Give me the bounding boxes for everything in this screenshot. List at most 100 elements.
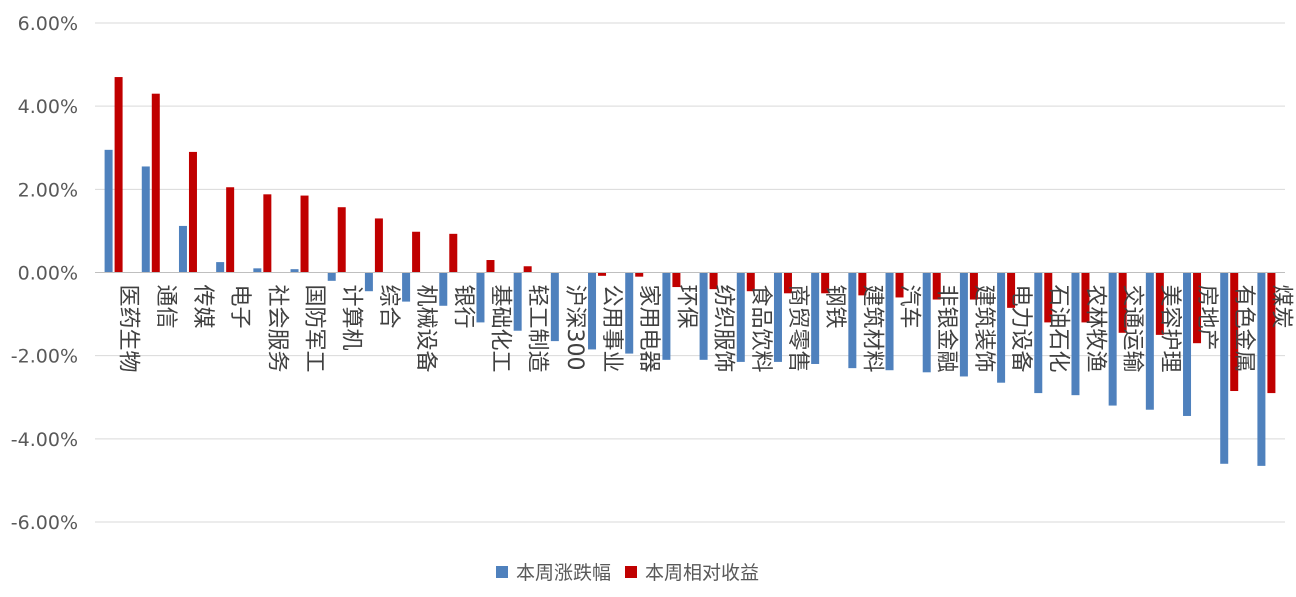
legend-label-series-2: 本周相对收益 [645, 562, 760, 584]
bar-series-2 [932, 272, 941, 300]
category-label: 轻工制造 [525, 285, 550, 373]
category-label: 纺织服饰 [711, 285, 736, 373]
bar-series-1 [1034, 272, 1043, 394]
bar-series-1 [1220, 272, 1229, 464]
bar-series-1 [1145, 272, 1154, 410]
bar-series-1 [1257, 272, 1266, 466]
bar-series-1 [662, 272, 671, 360]
category-label: 综合 [376, 285, 401, 329]
bar-series-2 [821, 272, 830, 294]
y-tick-label: -2.00% [11, 346, 78, 368]
category-label: 煤炭 [1268, 285, 1293, 329]
bar-series-2 [300, 195, 309, 273]
bar-series-1 [550, 272, 559, 342]
bars [104, 77, 1276, 466]
category-label: 通信 [153, 285, 178, 329]
bar-series-1 [402, 272, 411, 302]
bar-series-1 [997, 272, 1006, 383]
bar-series-1 [848, 272, 857, 369]
y-tick-label: -6.00% [11, 512, 78, 534]
bar-series-1 [364, 272, 373, 292]
bar-series-1 [1108, 272, 1117, 406]
category-label: 房地产 [1194, 285, 1219, 351]
bar-series-2 [263, 194, 272, 273]
bar-series-1 [588, 272, 597, 350]
bar-series-2 [188, 151, 197, 273]
bar-series-2 [151, 93, 160, 273]
bar-series-2 [114, 77, 123, 273]
bar-series-1 [253, 268, 262, 273]
legend-item-series-2: 本周相对收益 [625, 558, 759, 585]
category-label: 计算机 [339, 285, 364, 351]
bar-series-2 [709, 272, 718, 290]
bar-series-1 [699, 272, 708, 360]
bar-series-2 [672, 272, 681, 288]
bar-series-2 [523, 266, 532, 273]
bar-series-2 [486, 260, 495, 273]
bar-series-2 [969, 272, 978, 300]
bar-series-1 [625, 272, 634, 354]
category-label: 电子 [227, 285, 252, 329]
legend-item-series-1: 本周涨跌幅 [496, 558, 611, 585]
category-labels: 医药生物 通信 传媒 电子 社会服务 国防军工 计算机 综合 机械设备 银行 基础化工 轻工制造 沪深3… [116, 285, 1294, 373]
legend-swatch-series-2 [625, 565, 638, 578]
bar-series-2 [1007, 272, 1016, 308]
bar-series-2 [337, 207, 346, 273]
category-label: 国防军工 [302, 285, 327, 373]
category-label: 食品饮料 [748, 285, 773, 373]
bar-series-2 [449, 233, 458, 273]
bar-series-1 [1071, 272, 1080, 396]
category-label: 有色金属 [1231, 285, 1256, 373]
category-label: 非银金融 [934, 285, 959, 373]
bar-series-2 [598, 272, 607, 276]
category-label: 基础化工 [487, 285, 512, 373]
bar-series-2 [1044, 272, 1053, 323]
y-tick-label: 2.00% [18, 179, 78, 201]
bar-series-1 [439, 272, 448, 306]
category-label: 建筑装饰 [971, 285, 996, 373]
bar-series-1 [178, 225, 187, 273]
category-label: 沪深300 [562, 285, 587, 371]
category-label: 社会服务 [264, 285, 289, 373]
bar-series-2 [635, 272, 644, 277]
bar-series-2 [895, 272, 904, 298]
category-label: 石油石化 [1045, 285, 1070, 373]
category-label: 电力设备 [1008, 285, 1033, 373]
category-label: 医药生物 [116, 285, 141, 373]
category-label: 公用事业 [599, 285, 624, 373]
bar-series-2 [1155, 272, 1164, 335]
bar-series-2 [746, 272, 755, 292]
bar-series-1 [216, 262, 225, 273]
legend-label-series-1: 本周涨跌幅 [516, 562, 612, 584]
bar-series-2 [783, 272, 792, 294]
category-label: 建筑材料 [859, 285, 884, 373]
category-label: 银行 [450, 285, 475, 329]
category-label: 交通运输 [1120, 285, 1145, 373]
category-label: 美容护理 [1157, 285, 1182, 373]
bar-series-1 [141, 166, 150, 273]
bar-series-1 [513, 272, 522, 331]
bar-series-1 [811, 272, 820, 364]
bar-series-1 [885, 272, 894, 371]
bar-series-2 [374, 218, 383, 273]
bar-series-2 [1230, 272, 1239, 392]
bar-series-2 [1267, 272, 1276, 394]
category-label: 汽车 [897, 285, 922, 329]
bar-series-1 [327, 272, 336, 281]
y-tick-label: 4.00% [18, 96, 78, 118]
bar-series-1 [104, 149, 113, 273]
bar-series-2 [1193, 272, 1202, 344]
bar-series-1 [773, 272, 782, 362]
category-label: 家用电器 [636, 285, 661, 373]
y-axis-tick-labels: 6.00% 4.00% 2.00% 0.00% -2.00% -4.00% -6.00% [11, 13, 78, 534]
legend-swatch-series-1 [496, 565, 508, 578]
category-label: 钢铁 [822, 285, 847, 329]
category-label: 环保 [673, 285, 698, 329]
category-label: 传媒 [190, 285, 215, 329]
bar-series-1 [959, 272, 968, 377]
bar-series-1 [290, 269, 299, 273]
bar-series-1 [922, 272, 931, 373]
bar-series-1 [736, 272, 745, 362]
bar-series-2 [1118, 272, 1127, 333]
